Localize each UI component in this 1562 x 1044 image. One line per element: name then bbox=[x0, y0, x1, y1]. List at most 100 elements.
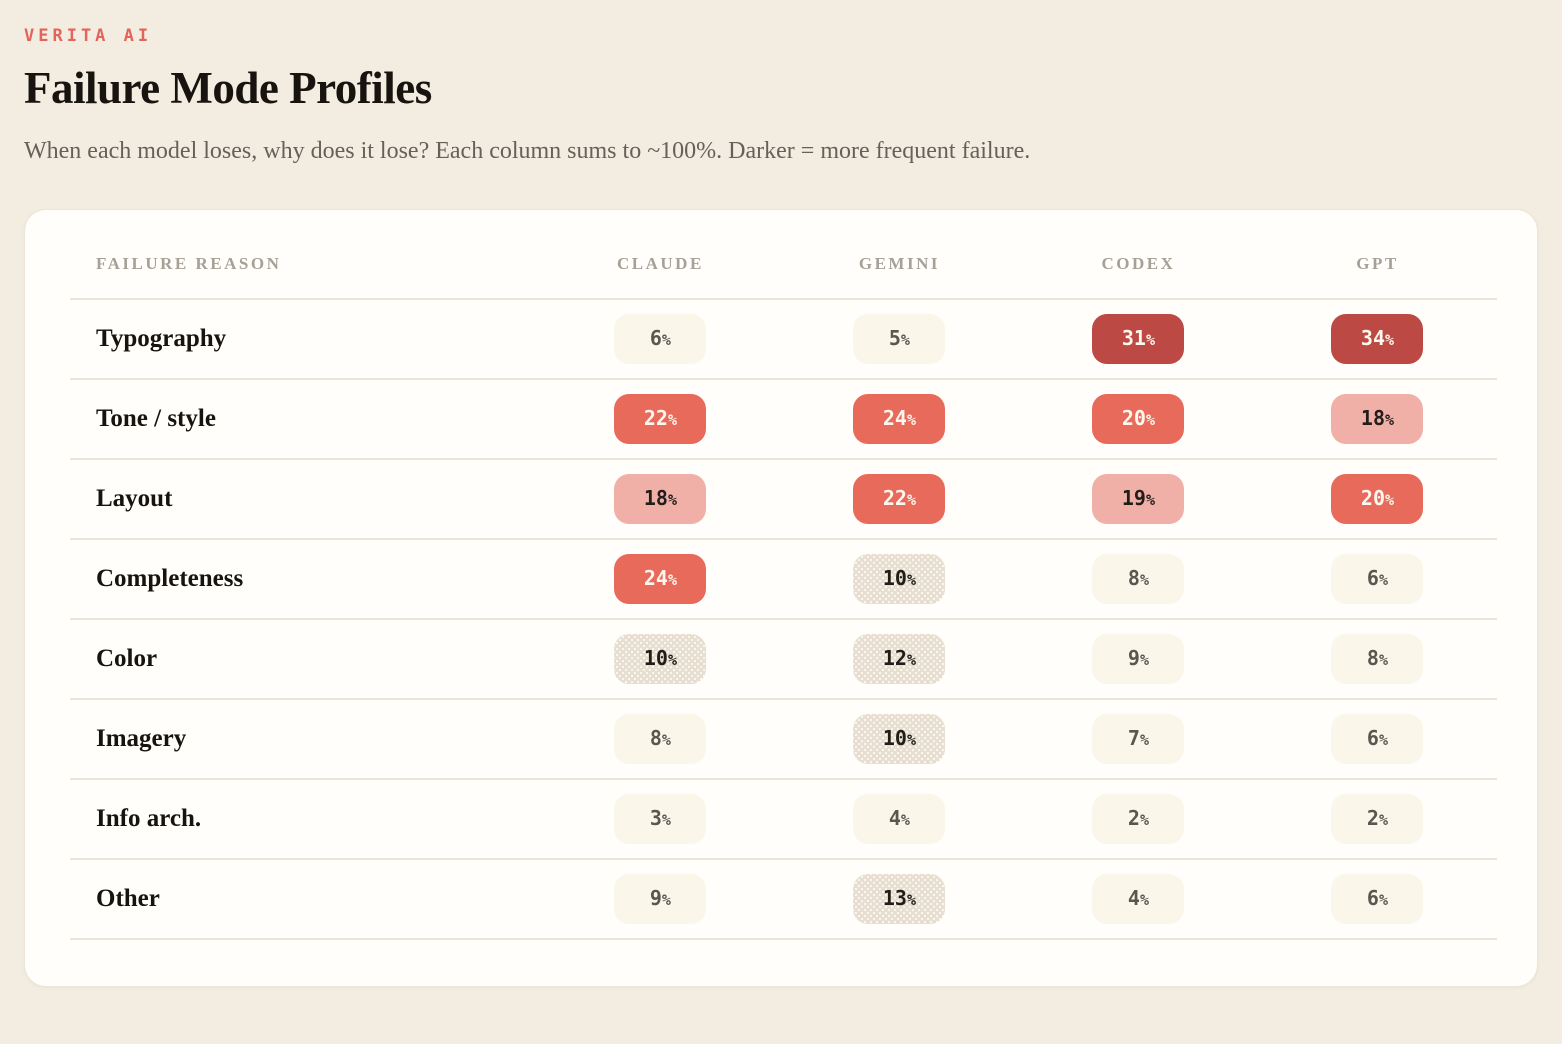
value-pill: 24% bbox=[853, 393, 946, 444]
value-cell: 4% bbox=[780, 779, 1019, 859]
percent-sign: % bbox=[667, 650, 677, 669]
column-header-gpt: GPT bbox=[1356, 253, 1399, 273]
value-number: 24 bbox=[882, 405, 907, 430]
percent-sign: % bbox=[1378, 650, 1388, 669]
value-cell: 7% bbox=[1019, 699, 1258, 779]
brand-eyebrow: VERITA AI bbox=[24, 26, 153, 46]
value-cell: 31% bbox=[1019, 299, 1258, 379]
value-number: 19 bbox=[1121, 485, 1146, 510]
value-number: 20 bbox=[1121, 405, 1146, 430]
table-row: Tone / style 22% 24% 20% 18% bbox=[70, 378, 1497, 459]
row-label: Completeness bbox=[96, 564, 244, 592]
value-number: 13 bbox=[882, 885, 907, 910]
value-cell: 9% bbox=[541, 859, 780, 939]
value-cell: 5% bbox=[780, 299, 1019, 379]
value-number: 10 bbox=[882, 565, 907, 590]
row-label: Color bbox=[96, 644, 158, 672]
value-pill: 6% bbox=[1331, 553, 1424, 604]
table-row: Info arch. 3% 4% 2% 2% bbox=[70, 778, 1497, 859]
value-cell: 19% bbox=[1019, 459, 1258, 539]
value-pill: 31% bbox=[1092, 313, 1185, 364]
table-row: Completeness 24% 10% 8% 6% bbox=[70, 538, 1497, 619]
value-number: 3 bbox=[649, 805, 662, 830]
page-title: Failure Mode Profiles bbox=[24, 63, 432, 113]
value-pill: 8% bbox=[1331, 633, 1424, 684]
row-label: Other bbox=[96, 884, 160, 912]
percent-sign: % bbox=[1378, 730, 1388, 749]
percent-sign: % bbox=[661, 810, 671, 829]
value-number: 8 bbox=[1366, 645, 1379, 670]
value-pill: 22% bbox=[853, 473, 946, 524]
value-number: 22 bbox=[643, 405, 668, 430]
percent-sign: % bbox=[900, 810, 910, 829]
value-pill: 10% bbox=[853, 554, 946, 604]
table-head: Failure reason Claude Gemini Codex GPT bbox=[70, 254, 1497, 299]
value-pill: 8% bbox=[1092, 553, 1185, 604]
value-cell: 9% bbox=[1019, 619, 1258, 699]
value-pill: 6% bbox=[1331, 713, 1424, 764]
value-pill: 34% bbox=[1331, 313, 1424, 364]
value-number: 4 bbox=[888, 805, 901, 830]
value-cell: 4% bbox=[1019, 859, 1258, 939]
table-row: Typography 6% 5% 31% 34% bbox=[70, 298, 1497, 379]
row-label: Typography bbox=[96, 324, 227, 352]
percent-sign: % bbox=[661, 730, 671, 749]
value-number: 18 bbox=[643, 485, 668, 510]
value-pill: 12% bbox=[853, 634, 946, 684]
percent-sign: % bbox=[661, 890, 671, 909]
percent-sign: % bbox=[1378, 810, 1388, 829]
table-row: Layout 18% 22% 19% 20% bbox=[70, 458, 1497, 539]
percent-sign: % bbox=[906, 650, 916, 669]
value-number: 5 bbox=[888, 325, 901, 350]
value-pill: 18% bbox=[1331, 393, 1424, 444]
value-pill: 2% bbox=[1331, 793, 1424, 844]
percent-sign: % bbox=[900, 330, 910, 349]
failure-mode-table: Failure reason Claude Gemini Codex GPT Typog… bbox=[70, 254, 1497, 940]
table-row: Imagery 8% 10% 7% 6% bbox=[70, 698, 1497, 779]
value-pill: 19% bbox=[1092, 473, 1185, 524]
value-pill: 22% bbox=[614, 393, 707, 444]
percent-sign: % bbox=[906, 570, 916, 589]
value-number: 6 bbox=[1366, 565, 1379, 590]
value-cell: 24% bbox=[541, 539, 780, 619]
percent-sign: % bbox=[667, 490, 677, 509]
value-number: 9 bbox=[1127, 645, 1140, 670]
percent-sign: % bbox=[1378, 890, 1388, 909]
value-number: 8 bbox=[1127, 565, 1140, 590]
column-header-claude: Claude bbox=[617, 253, 704, 273]
percent-sign: % bbox=[906, 890, 916, 909]
percent-sign: % bbox=[1145, 410, 1155, 429]
percent-sign: % bbox=[1139, 810, 1149, 829]
value-number: 10 bbox=[643, 645, 668, 670]
value-pill: 5% bbox=[853, 313, 946, 364]
row-label: Tone / style bbox=[96, 404, 216, 432]
value-pill: 13% bbox=[853, 874, 946, 924]
value-number: 6 bbox=[1366, 885, 1379, 910]
value-cell: 8% bbox=[1258, 619, 1497, 699]
value-cell: 6% bbox=[1258, 859, 1497, 939]
percent-sign: % bbox=[661, 330, 671, 349]
row-label: Imagery bbox=[96, 724, 187, 752]
value-number: 34 bbox=[1360, 325, 1385, 350]
value-number: 6 bbox=[649, 325, 662, 350]
value-pill: 3% bbox=[614, 793, 707, 844]
percent-sign: % bbox=[1145, 330, 1155, 349]
value-pill: 18% bbox=[614, 473, 707, 524]
value-pill: 10% bbox=[614, 634, 707, 684]
percent-sign: % bbox=[1139, 730, 1149, 749]
value-number: 4 bbox=[1127, 885, 1140, 910]
value-cell: 3% bbox=[541, 779, 780, 859]
value-cell: 34% bbox=[1258, 299, 1497, 379]
value-pill: 9% bbox=[1092, 633, 1185, 684]
percent-sign: % bbox=[1145, 490, 1155, 509]
percent-sign: % bbox=[667, 410, 677, 429]
value-pill: 6% bbox=[614, 313, 707, 364]
table-card: Failure reason Claude Gemini Codex GPT Typog… bbox=[24, 208, 1538, 987]
value-cell: 8% bbox=[541, 699, 780, 779]
value-cell: 22% bbox=[780, 459, 1019, 539]
value-cell: 6% bbox=[541, 299, 780, 379]
value-pill: 7% bbox=[1092, 713, 1185, 764]
percent-sign: % bbox=[906, 490, 916, 509]
column-header-failure-reason: Failure reason bbox=[96, 253, 282, 273]
percent-sign: % bbox=[906, 730, 916, 749]
